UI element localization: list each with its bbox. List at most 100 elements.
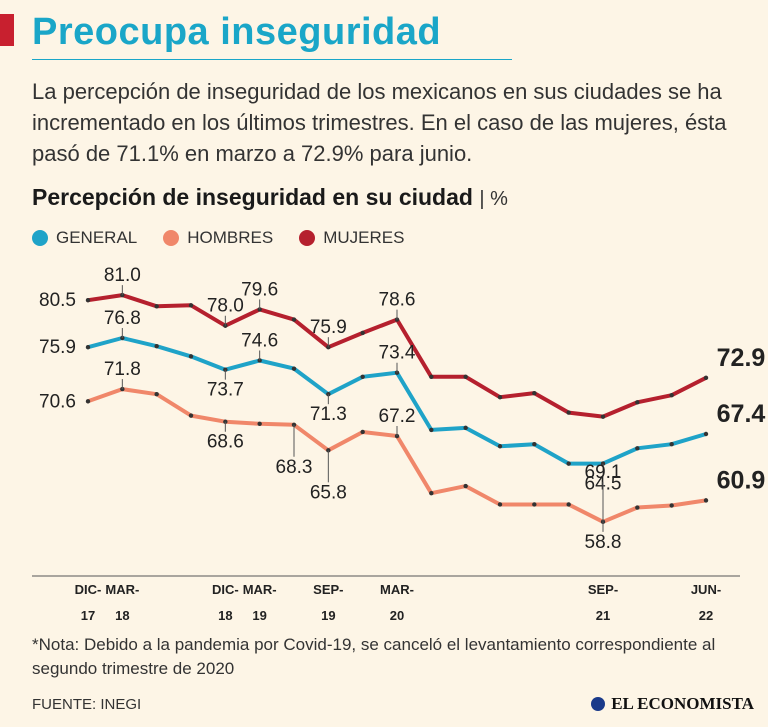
data-point-general (291, 366, 297, 371)
data-point-hombres (85, 399, 91, 404)
x-tick-label: DIC- (212, 582, 239, 597)
legend-label-general: GENERAL (56, 228, 138, 247)
page-title: Preocupa inseguridad (32, 11, 442, 53)
footnote: *Nota: Debido a la pandemia por Covid-19… (32, 635, 716, 678)
data-point-hombres (532, 502, 537, 507)
data-point-general (532, 442, 537, 447)
data-point-general (463, 425, 468, 431)
data-point-mujeres (429, 374, 434, 380)
data-point-general (223, 367, 228, 372)
legend-dot-mujeres (299, 230, 316, 246)
data-label-general: 76.8 (104, 308, 141, 329)
data-point-general (566, 461, 571, 466)
data-point-general (703, 431, 709, 437)
x-tick-label: 17 (81, 608, 95, 623)
data-point-general (429, 427, 434, 433)
data-point-hombres (429, 491, 434, 496)
brand-logo: EL ECONOMISTA (591, 694, 754, 714)
data-point-hombres (566, 502, 571, 507)
data-label-mujeres: 81.0 (104, 265, 141, 286)
data-point-mujeres (497, 395, 503, 400)
legend-label-mujeres: MUJERES (323, 228, 405, 247)
data-point-general (154, 343, 159, 349)
brand-mark-icon (591, 697, 606, 711)
chart-legend: GENERAL HOMBRES MUJERES (32, 228, 404, 248)
title-underline (32, 59, 512, 60)
x-tick-label: SEP- (588, 582, 618, 597)
data-point-mujeres (85, 298, 91, 303)
line-chart: DIC- 17 MAR- 18 DIC- 18 MAR- 19 SEP- 19 MAR- 20 SEP-… (32, 265, 766, 623)
data-point-general (85, 344, 91, 350)
x-tick-label: 20 (390, 608, 404, 623)
data-point-mujeres (703, 375, 709, 381)
data-label-hombres: 65.8 (310, 482, 347, 503)
data-point-mujeres (566, 410, 571, 415)
data-point-general (188, 354, 194, 359)
chart-unit: | % (479, 188, 508, 210)
data-point-hombres (257, 421, 262, 426)
data-label-hombres: 58.8 (585, 532, 622, 553)
x-tick-label: JUN- (691, 582, 721, 597)
intro-text: La percepción de inseguridad de los mexi… (32, 79, 727, 166)
data-point-general (600, 461, 606, 466)
data-point-hombres (497, 502, 503, 507)
data-label-mujeres: 79.6 (241, 279, 278, 300)
legend-item-mujeres: MUJERES (299, 228, 404, 248)
data-label-general: 75.9 (39, 337, 76, 358)
legend-dot-general (32, 230, 48, 246)
data-label-mujeres: 80.5 (39, 290, 76, 311)
data-point-mujeres (600, 414, 606, 419)
data-label-hombres: 68.3 (276, 457, 313, 478)
data-point-mujeres (154, 304, 159, 309)
legend-dot-hombres (163, 230, 180, 246)
legend-item-general: GENERAL (32, 228, 137, 248)
chart-title: Percepción de inseguridad en su ciudad (32, 184, 473, 210)
data-point-mujeres (669, 392, 674, 398)
data-point-hombres (188, 413, 194, 418)
x-tick-label: 18 (218, 608, 232, 623)
legend-item-hombres: HOMBRES (163, 228, 273, 248)
brand-name: EL ECONOMISTA (611, 694, 754, 713)
data-point-hombres (669, 503, 674, 508)
data-label-hombres: 60.9 (717, 466, 766, 494)
x-tick-label: MAR- (105, 582, 139, 597)
data-label-mujeres: 72.9 (717, 344, 766, 372)
data-label-hombres: 68.6 (207, 432, 244, 453)
x-tick-label: 18 (115, 608, 129, 623)
chart-title-row: Percepción de inseguridad en su ciudad |… (32, 184, 508, 211)
data-point-hombres (635, 505, 640, 510)
x-tick-label: 22 (699, 608, 713, 623)
data-point-hombres (360, 429, 365, 435)
data-point-hombres (463, 483, 468, 489)
data-point-general (669, 442, 674, 447)
data-point-mujeres (360, 330, 365, 336)
data-point-mujeres (463, 374, 468, 380)
data-label-mujeres: 78.6 (379, 290, 416, 311)
x-tick-label: MAR- (243, 582, 277, 597)
data-point-general (497, 444, 503, 449)
data-point-hombres (154, 391, 159, 397)
x-tick-label: 19 (252, 608, 266, 623)
x-tick-label: DIC- (75, 582, 102, 597)
source-label: FUENTE: INEGI (32, 696, 142, 713)
x-tick-label: MAR- (380, 582, 414, 597)
legend-label-hombres: HOMBRES (187, 228, 274, 247)
data-point-general (360, 374, 365, 380)
x-tick-label: SEP- (313, 582, 343, 597)
x-tick-label: 19 (321, 608, 335, 623)
data-label-hombres: 71.8 (104, 359, 141, 380)
data-point-hombres (326, 448, 331, 453)
data-label-general: 74.6 (241, 330, 278, 351)
data-point-general (635, 446, 640, 451)
title-accent-bar (0, 14, 14, 46)
data-point-mujeres (635, 400, 640, 405)
data-label-hombres: 70.6 (39, 391, 76, 412)
data-point-hombres (703, 498, 709, 503)
data-label-hombres: 67.2 (379, 406, 416, 427)
data-label-general: 73.7 (207, 380, 244, 401)
data-label-mujeres: 75.9 (310, 317, 347, 338)
data-label-general: 73.4 (379, 343, 416, 364)
data-point-hombres (291, 422, 297, 428)
data-label-general: 67.4 (717, 400, 766, 428)
x-tick-label: 21 (596, 608, 610, 623)
